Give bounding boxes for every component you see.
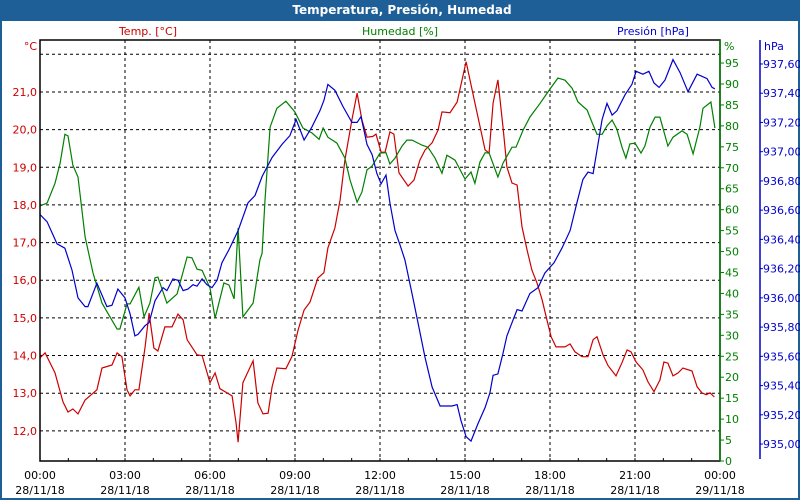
x-tick-time: 00:00 <box>24 469 56 482</box>
x-tick-date: 28/11/18 <box>610 484 659 497</box>
humidity-tick-label: 70 <box>725 162 739 175</box>
humidity-tick-label: 35 <box>725 308 739 321</box>
humidity-tick-label: 45 <box>725 266 739 279</box>
temp-tick-label: 18,0 <box>13 199 38 212</box>
humidity-tick-label: 85 <box>725 99 739 112</box>
temp-tick-label: 13,0 <box>13 387 38 400</box>
pressure-tick-label: 937,20 <box>763 116 800 129</box>
x-tick-date: 28/11/18 <box>15 484 64 497</box>
x-tick-time: 15:00 <box>449 469 481 482</box>
x-tick-time: 21:00 <box>619 469 651 482</box>
humidity-tick-label: 60 <box>725 204 739 217</box>
x-tick-date: 28/11/18 <box>440 484 489 497</box>
chart-title: Temperatura, Presión, Humedad <box>2 0 800 21</box>
temp-tick-label: 20,0 <box>13 124 38 137</box>
pressure-tick-label: 935,60 <box>763 350 800 363</box>
x-tick-date: 28/11/18 <box>185 484 234 497</box>
pressure-tick-label: 935,20 <box>763 409 800 422</box>
humidity-tick-label: 75 <box>725 141 739 154</box>
x-tick-time: 03:00 <box>109 469 141 482</box>
temp-tick-label: 21,0 <box>13 86 38 99</box>
pressure-tick-label: 935,00 <box>763 438 800 451</box>
humidity-series-line <box>39 77 716 330</box>
temp-series-line <box>39 61 715 443</box>
humidity-tick-label: 65 <box>725 183 739 196</box>
x-tick-date: 28/11/18 <box>355 484 404 497</box>
x-tick-date: 28/11/18 <box>100 484 149 497</box>
x-tick-time: 12:00 <box>364 469 396 482</box>
legend-temp: Temp. [°C] <box>118 25 177 38</box>
temp-axis-unit: °C <box>24 40 38 53</box>
temp-tick-label: 12,0 <box>13 425 38 438</box>
humidity-tick-label: 15 <box>725 392 739 405</box>
pressure-tick-label: 936,80 <box>763 175 800 188</box>
x-tick-date: 28/11/18 <box>525 484 574 497</box>
temp-tick-label: 15,0 <box>13 312 38 325</box>
humidity-tick-label: 20 <box>725 371 739 384</box>
humidity-axis-unit: % <box>724 40 734 53</box>
humidity-tick-label: 25 <box>725 350 739 363</box>
temp-tick-label: 19,0 <box>13 161 38 174</box>
x-tick-time: 09:00 <box>279 469 311 482</box>
humidity-tick-label: 10 <box>725 413 739 426</box>
humidity-tick-label: 40 <box>725 287 739 300</box>
temp-tick-label: 17,0 <box>13 237 38 250</box>
humidity-tick-label: 5 <box>725 434 732 447</box>
legend-pressure: Presión [hPa] <box>617 25 689 38</box>
pressure-tick-label: 937,00 <box>763 146 800 159</box>
x-tick-date: 28/11/18 <box>270 484 319 497</box>
humidity-tick-label: 30 <box>725 329 739 342</box>
x-tick-time: 06:00 <box>194 469 226 482</box>
x-tick-date: 29/11/18 <box>695 484 744 497</box>
temp-tick-label: 14,0 <box>13 350 38 363</box>
x-tick-time: 00:00 <box>704 469 736 482</box>
humidity-tick-label: 80 <box>725 120 739 133</box>
pressure-tick-label: 936,00 <box>763 292 800 305</box>
x-tick-time: 18:00 <box>534 469 566 482</box>
pressure-tick-label: 936,20 <box>763 263 800 276</box>
temp-tick-label: 16,0 <box>13 274 38 287</box>
pressure-tick-label: 937,60 <box>763 58 800 71</box>
pressure-tick-label: 936,60 <box>763 204 800 217</box>
humidity-tick-label: 90 <box>725 78 739 91</box>
pressure-tick-label: 935,40 <box>763 380 800 393</box>
humidity-tick-label: 0 <box>725 455 732 468</box>
pressure-axis-unit: hPa <box>764 40 784 53</box>
pressure-tick-label: 936,40 <box>763 233 800 246</box>
legend-humidity: Humedad [%] <box>362 25 438 38</box>
humidity-tick-label: 55 <box>725 225 739 238</box>
humidity-tick-label: 95 <box>725 57 739 70</box>
humidity-tick-label: 50 <box>725 246 739 259</box>
pressure-tick-label: 937,40 <box>763 87 800 100</box>
pressure-series-line <box>39 58 716 443</box>
pressure-tick-label: 935,80 <box>763 321 800 334</box>
